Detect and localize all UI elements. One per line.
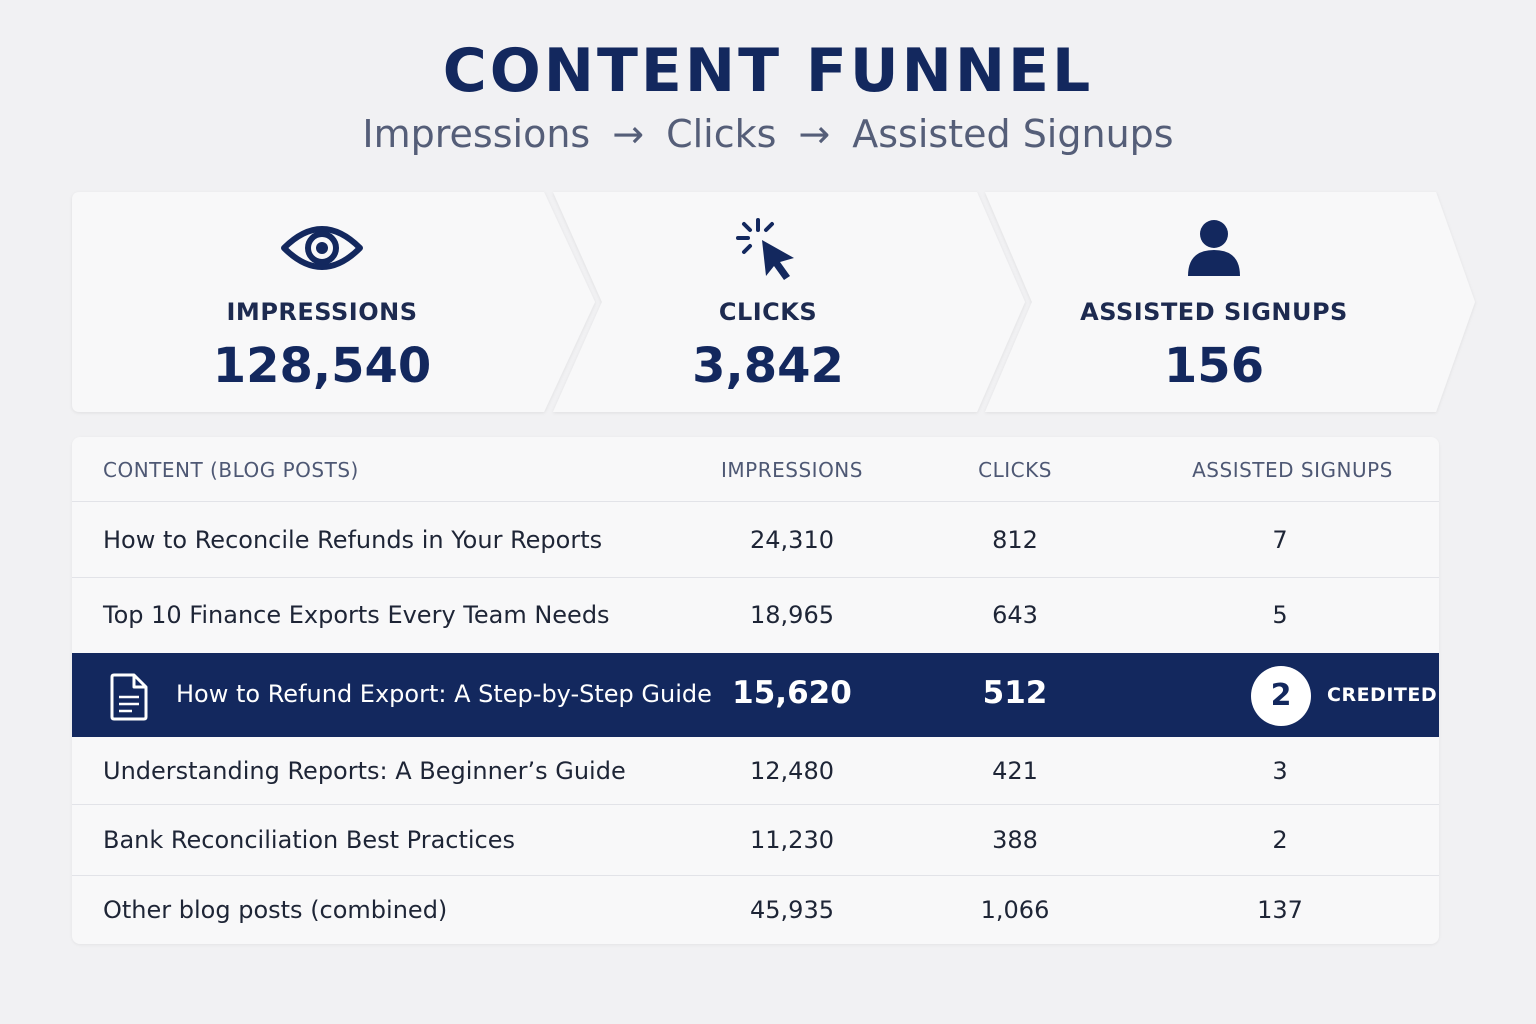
- table-header-row: CONTENT (BLOG POSTS) IMPRESSIONS CLICKS …: [72, 437, 1439, 502]
- table-row[interactable]: Bank Reconciliation Best Practices 11,23…: [72, 804, 1439, 876]
- column-header-impressions: IMPRESSIONS: [721, 458, 863, 482]
- arrow-icon: →: [612, 112, 645, 156]
- clicks-cell: 388: [992, 826, 1038, 854]
- signups-cell: 137: [1257, 896, 1303, 924]
- clicks-cell: 1,066: [980, 896, 1050, 924]
- post-title: Understanding Reports: A Beginner’s Guid…: [103, 757, 626, 785]
- post-title: Bank Reconciliation Best Practices: [103, 826, 516, 854]
- stage-value: 3,842: [692, 338, 844, 394]
- stage-label: CLICKS: [718, 298, 818, 326]
- stage-label: ASSISTED SIGNUPS: [1080, 298, 1348, 326]
- highlighted-table-row[interactable]: How to Refund Export: A Step-by-Step Gui…: [72, 653, 1439, 737]
- user-icon: [1186, 218, 1242, 282]
- table-row[interactable]: How to Reconcile Refunds in Your Reports…: [72, 502, 1439, 578]
- post-title: How to Refund Export: A Step-by-Step Gui…: [176, 680, 712, 708]
- table-row[interactable]: Top 10 Finance Exports Every Team Needs …: [72, 577, 1439, 654]
- impressions-cell: 45,935: [750, 896, 834, 924]
- subtitle-step-clicks: Clicks: [666, 112, 777, 156]
- post-title: How to Reconcile Refunds in Your Reports: [103, 526, 603, 554]
- funnel-stage-clicks: CLICKS 3,842: [518, 192, 1018, 412]
- subtitle-step-signups: Assisted Signups: [852, 112, 1174, 156]
- column-header-clicks: CLICKS: [978, 458, 1052, 482]
- cursor-click-icon: [736, 218, 800, 286]
- stage-label: IMPRESSIONS: [226, 298, 418, 326]
- table-row[interactable]: Other blog posts (combined) 45,935 1,066…: [72, 875, 1439, 944]
- page-title: CONTENT FUNNEL: [442, 36, 1094, 106]
- clicks-cell: 421: [992, 757, 1038, 785]
- signups-cell: 5: [1272, 601, 1288, 629]
- impressions-cell: 12,480: [750, 757, 834, 785]
- impressions-cell: 15,620: [732, 675, 852, 711]
- arrow-icon: →: [798, 112, 831, 156]
- signups-count-badge: 2: [1251, 666, 1311, 726]
- eye-icon: [280, 218, 364, 282]
- stage-value: 128,540: [212, 338, 432, 394]
- signups-cell: 2: [1272, 826, 1288, 854]
- clicks-cell: 512: [982, 675, 1048, 711]
- stage-value: 156: [1163, 338, 1265, 394]
- post-title: Top 10 Finance Exports Every Team Needs: [103, 601, 610, 629]
- page-subtitle: Impressions → Clicks → Assisted Signups: [0, 112, 1536, 156]
- impressions-cell: 18,965: [750, 601, 834, 629]
- signups-cell: 7: [1272, 526, 1288, 554]
- document-icon: [108, 673, 150, 725]
- clicks-cell: 643: [992, 601, 1038, 629]
- credited-label: CREDITED: [1327, 684, 1438, 706]
- table-row[interactable]: Understanding Reports: A Beginner’s Guid…: [72, 737, 1439, 805]
- impressions-cell: 11,230: [750, 826, 834, 854]
- post-title: Other blog posts (combined): [103, 896, 448, 924]
- clicks-cell: 812: [992, 526, 1038, 554]
- column-header-content: CONTENT (BLOG POSTS): [103, 458, 359, 482]
- funnel-stage-impressions: IMPRESSIONS 128,540: [72, 192, 572, 412]
- column-header-assisted-signups: ASSISTED SIGNUPS: [1192, 458, 1393, 482]
- impressions-cell: 24,310: [750, 526, 834, 554]
- subtitle-step-impressions: Impressions: [362, 112, 591, 156]
- signups-cell: 3: [1272, 757, 1288, 785]
- funnel-stage-assisted-signups: ASSISTED SIGNUPS 156: [964, 192, 1464, 412]
- content-table: CONTENT (BLOG POSTS) IMPRESSIONS CLICKS …: [72, 437, 1439, 944]
